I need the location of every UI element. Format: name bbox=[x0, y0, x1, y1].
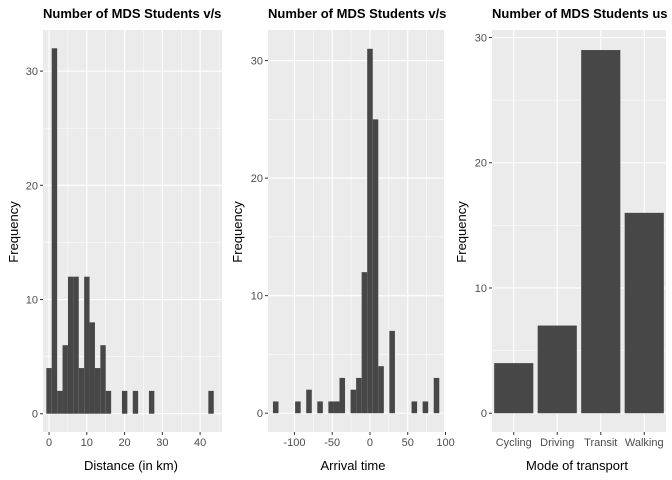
bar-walking bbox=[624, 212, 664, 414]
y-tick-label: 20 bbox=[26, 180, 38, 192]
y-tick-label: 30 bbox=[475, 33, 487, 45]
chart-distance-x-axis: 0 10 20 30 40 bbox=[46, 432, 206, 449]
histogram-bar bbox=[132, 390, 139, 414]
histogram-bar bbox=[57, 390, 63, 414]
histogram-bar bbox=[272, 401, 279, 414]
histogram-bar bbox=[46, 368, 52, 414]
chart-transport-y-axis: 0 10 20 30 bbox=[475, 33, 492, 420]
histogram-bar bbox=[78, 368, 85, 414]
y-tick-label: 30 bbox=[26, 66, 38, 78]
x-tick-label: 10 bbox=[81, 437, 93, 449]
histogram-bar bbox=[350, 389, 357, 414]
histogram-bar bbox=[372, 119, 379, 414]
histogram-bar bbox=[389, 330, 395, 414]
chart-arrival-panel bbox=[268, 30, 444, 432]
histogram-bar bbox=[121, 390, 128, 414]
x-tick-label: 0 bbox=[46, 437, 52, 449]
chart-distance-y-axis: 0 10 20 30 bbox=[26, 66, 43, 421]
histogram-bar bbox=[411, 401, 418, 414]
histogram-bar bbox=[361, 272, 368, 414]
x-tick-label: 50 bbox=[402, 437, 414, 449]
chart-distance-ylabel: Frequency bbox=[6, 201, 21, 263]
chart-transport-xlabel: Mode of transport bbox=[526, 458, 628, 473]
histogram-bar bbox=[339, 377, 346, 414]
y-tick-label: 0 bbox=[32, 409, 38, 421]
y-tick-label: 30 bbox=[251, 56, 263, 68]
histogram-bar bbox=[51, 48, 58, 414]
chart-transport-bars bbox=[494, 50, 664, 414]
histogram-bar bbox=[328, 401, 334, 414]
histogram-bar bbox=[89, 322, 95, 414]
histogram-bar bbox=[73, 276, 79, 414]
histogram-bar bbox=[148, 390, 155, 414]
chart-arrival-y-axis: 0 10 20 30 bbox=[251, 56, 268, 420]
chart-distance-title: Number of MDS Students v/s bbox=[43, 6, 221, 21]
histogram-bar bbox=[422, 401, 429, 414]
bar-driving bbox=[537, 325, 577, 414]
histogram-bar bbox=[100, 345, 106, 414]
histogram-bar bbox=[67, 276, 74, 414]
histogram-bar bbox=[295, 401, 301, 414]
histogram-bar bbox=[378, 366, 384, 414]
chart-arrival-ylabel: Frequency bbox=[230, 201, 245, 263]
histogram-bar bbox=[62, 345, 68, 414]
x-tick-label: 40 bbox=[194, 437, 206, 449]
histogram-bar bbox=[367, 48, 373, 414]
histogram-bar bbox=[433, 377, 440, 414]
histogram-bar bbox=[84, 276, 90, 414]
x-tick-label: 100 bbox=[436, 437, 454, 449]
chart-transport: Number of MDS Students us Frequency Mode… bbox=[454, 6, 668, 473]
y-tick-label: 0 bbox=[481, 408, 487, 420]
chart-arrival-x-axis: -100 -50 0 50 100 bbox=[283, 432, 455, 449]
x-tick-label: 20 bbox=[118, 437, 130, 449]
histogram-bar bbox=[317, 401, 323, 414]
y-tick-label: 10 bbox=[251, 291, 263, 303]
x-tick-label: Transit bbox=[584, 437, 617, 449]
chart-transport-ylabel: Frequency bbox=[454, 201, 469, 263]
x-tick-label: 30 bbox=[156, 437, 168, 449]
x-tick-label: Driving bbox=[540, 437, 574, 449]
histogram-bar bbox=[94, 368, 101, 414]
chart-distance-bars bbox=[46, 48, 214, 414]
chart-arrival-bars bbox=[272, 48, 440, 414]
histogram-bar bbox=[105, 390, 112, 414]
chart-arrival: Number of MDS Students v/s Frequency Arr… bbox=[230, 6, 455, 473]
bar-transit bbox=[581, 50, 621, 414]
y-tick-label: 20 bbox=[475, 158, 487, 170]
histogram-bar bbox=[306, 389, 312, 414]
y-tick-label: 10 bbox=[475, 283, 487, 295]
histogram-bar bbox=[356, 377, 362, 414]
chart-transport-title: Number of MDS Students us bbox=[492, 6, 668, 21]
y-tick-label: 10 bbox=[26, 295, 38, 307]
chart-transport-x-axis: Cycling Driving Transit Walking bbox=[496, 432, 664, 449]
y-tick-label: 20 bbox=[251, 173, 263, 185]
bar-cycling bbox=[494, 363, 534, 414]
x-tick-label: Cycling bbox=[496, 437, 532, 449]
chart-arrival-title: Number of MDS Students v/s bbox=[268, 6, 446, 21]
chart-arrival-xlabel: Arrival time bbox=[320, 458, 385, 473]
histogram-bar bbox=[333, 401, 340, 414]
x-tick-label: Walking bbox=[625, 437, 664, 449]
histogram-bar bbox=[208, 390, 214, 414]
x-tick-label: -50 bbox=[324, 437, 340, 449]
x-tick-label: -100 bbox=[283, 437, 305, 449]
x-tick-label: 0 bbox=[367, 437, 373, 449]
y-tick-label: 0 bbox=[257, 408, 263, 420]
chart-distance: Number of MDS Students v/s Frequency Dis… bbox=[6, 6, 222, 473]
chart-distance-xlabel: Distance (in km) bbox=[84, 458, 178, 473]
